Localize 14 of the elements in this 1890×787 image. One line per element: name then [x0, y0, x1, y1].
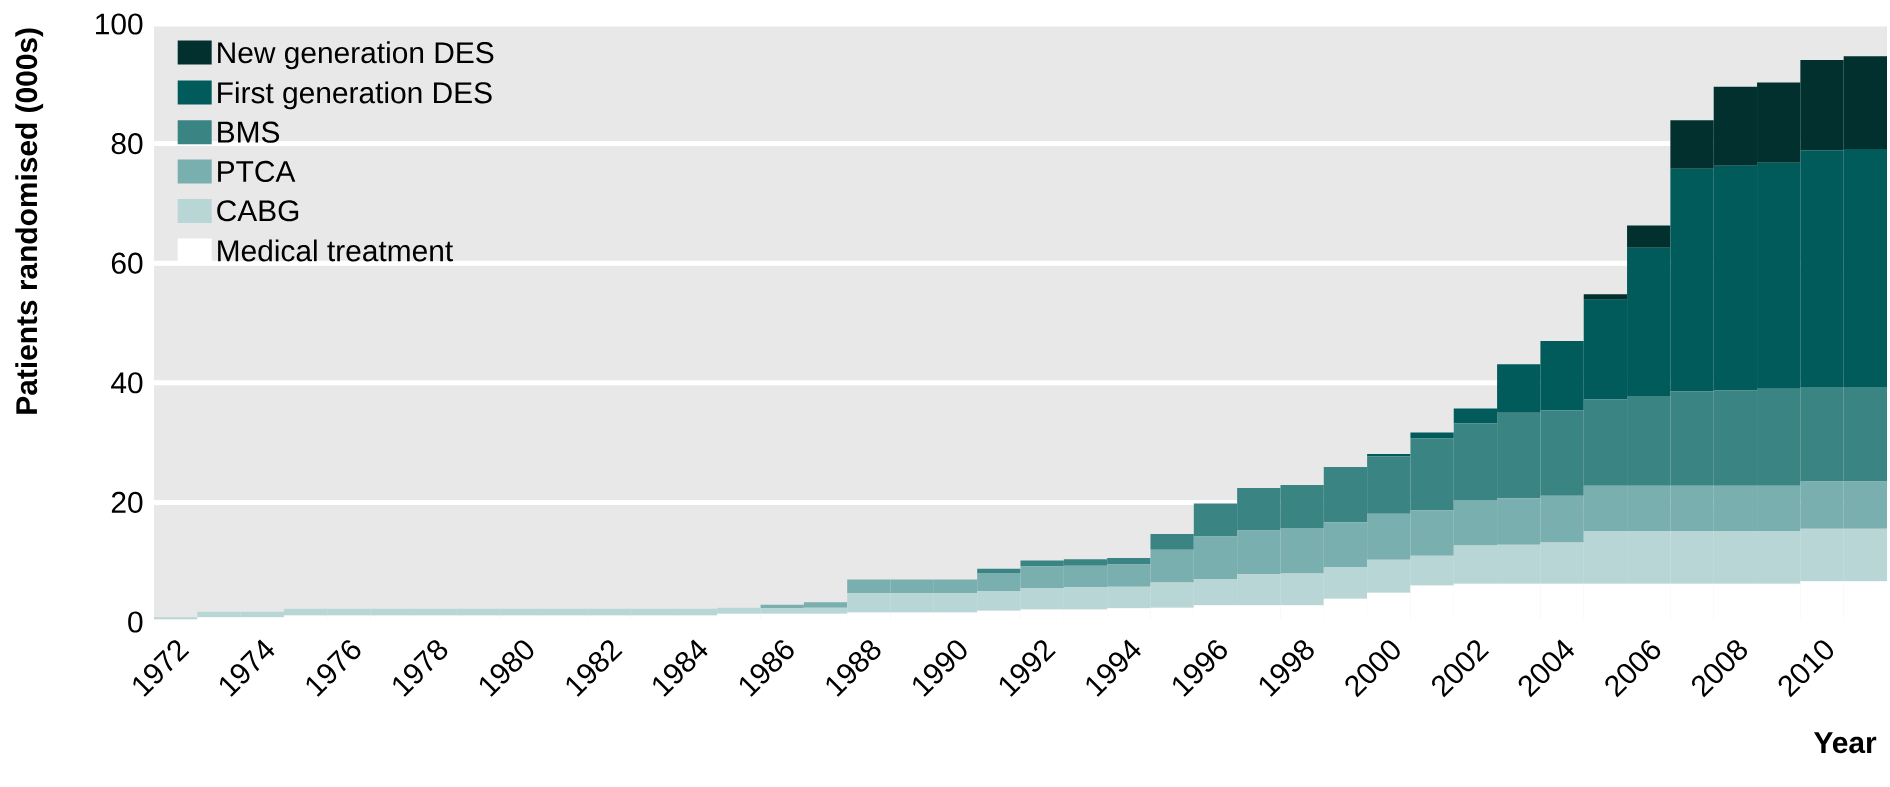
- legend-label: PTCA: [218, 160, 296, 183]
- y-tick-label: 80: [111, 133, 143, 155]
- legend-label: New generation DES: [218, 41, 494, 70]
- y-tick-label: 0: [128, 611, 143, 633]
- legend-label: First generation DES: [218, 81, 492, 110]
- legend-label: Medical treatment: [218, 239, 453, 262]
- y-tick-label: 20: [111, 491, 143, 513]
- y-tick-label: 40: [111, 372, 143, 394]
- y-axis-title: Patients randomised (000s): [15, 28, 44, 414]
- x-axis-title: Year: [1813, 732, 1877, 754]
- legend-label: BMS: [218, 121, 280, 143]
- y-tick-label: 60: [111, 252, 143, 274]
- legend-label: CABG: [217, 200, 299, 222]
- y-tick-label: 100: [96, 13, 143, 35]
